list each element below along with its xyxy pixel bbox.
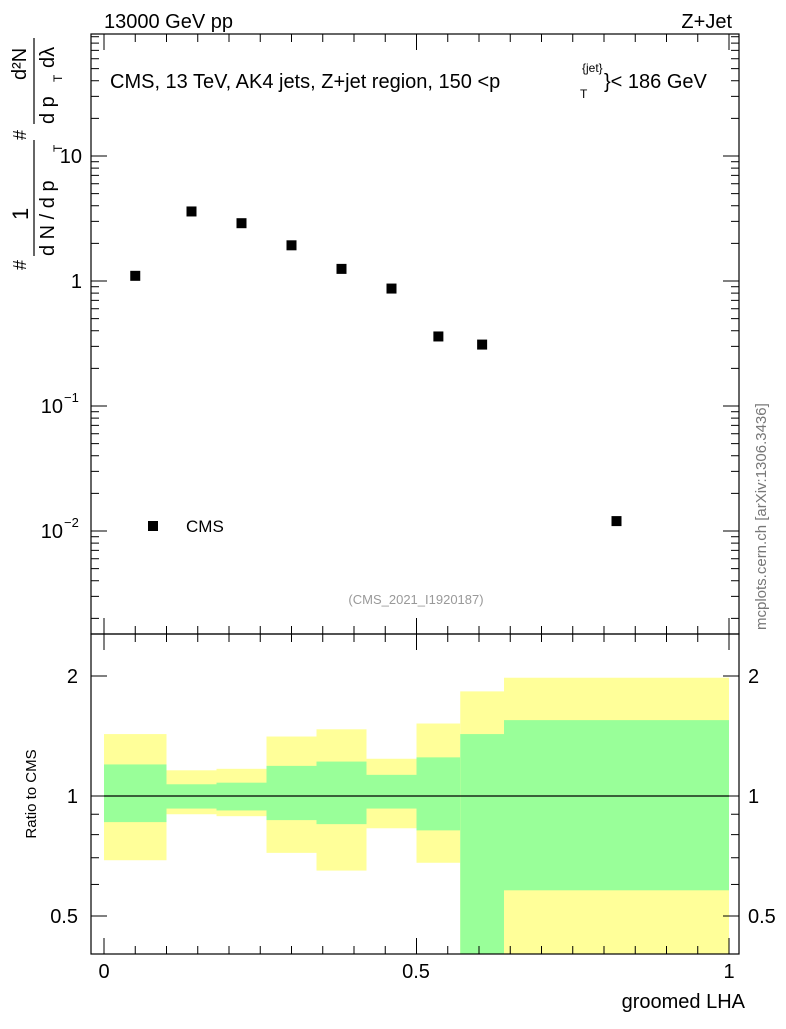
ratio-axis-ticks xyxy=(91,634,739,954)
ratio-ytick-0.5: 0.5 xyxy=(50,906,78,928)
xtick-labels: 0 0.5 1 xyxy=(98,961,734,983)
ylabel-num-hash: # xyxy=(10,130,30,140)
ytick-label-0.1: 10 xyxy=(41,396,63,418)
ytick-label-0.01: 10 xyxy=(41,521,63,543)
ratio-ytick-right-1: 1 xyxy=(748,786,759,808)
side-label: mcplots.cern.ch [arXiv:1306.3436] xyxy=(753,403,770,630)
ylabel-den2-lambda: dλ xyxy=(37,47,59,68)
cms-data-markers xyxy=(130,206,622,527)
title-p: p xyxy=(489,71,500,93)
x-axis-label: groomed LHA xyxy=(622,991,746,1013)
data-point-6 xyxy=(433,331,444,342)
data-point-2 xyxy=(236,218,247,229)
ylabel-den2-sub: T xyxy=(51,74,65,82)
inner-band-bin-3 xyxy=(266,765,317,821)
data-point-4 xyxy=(336,263,347,274)
data-point-3 xyxy=(286,240,297,251)
ylabel-denominator: d N / d p xyxy=(37,180,59,256)
title-T-sub: T xyxy=(580,87,588,101)
main-axis-ticks xyxy=(91,34,739,634)
data-point-8 xyxy=(611,516,622,527)
main-ytick-labels: 10 1 10 −1 10 −2 xyxy=(41,146,82,543)
data-point-5 xyxy=(386,283,397,294)
ylabel-one: 1 xyxy=(8,208,33,220)
title-prefix: CMS, 13 TeV, AK4 jets, Z+jet region, 150… xyxy=(110,71,489,93)
ratio-ytick-right-0.5: 0.5 xyxy=(748,906,776,928)
ratio-ytick-2: 2 xyxy=(67,666,78,688)
main-ylabel: # 1 d N / d p T # d²N d p T dλ xyxy=(8,38,65,270)
ylabel-denominator-sub: T xyxy=(51,144,65,152)
inner-band-bin-0 xyxy=(104,764,167,823)
ratio-ytick-labels: 2 1 0.5 2 1 0.5 xyxy=(50,666,776,928)
ratio-ylabel: Ratio to CMS xyxy=(23,749,40,838)
inner-band-bin-5 xyxy=(366,774,417,809)
header-process: Z+Jet xyxy=(681,11,732,33)
inner-band-bin-4 xyxy=(316,761,367,825)
analysis-watermark: (CMS_2021_I1920187) xyxy=(348,592,483,607)
ytick-label-10: 10 xyxy=(60,146,82,168)
title-suffix: }< 186 GeV xyxy=(604,71,708,93)
legend-label: CMS xyxy=(186,517,224,536)
ytick-label-1: 1 xyxy=(71,271,82,293)
xtick-label-0.5: 0.5 xyxy=(402,961,430,983)
title-jet-sup: {jet} xyxy=(582,61,603,75)
ratio-panel-frame xyxy=(90,633,740,955)
data-point-0 xyxy=(130,270,141,281)
legend-marker xyxy=(148,521,158,531)
ylabel-num2: d²N xyxy=(9,48,31,80)
xtick-label-1: 1 xyxy=(723,961,734,983)
ylabel-den2: d p xyxy=(37,96,59,124)
ratio-ytick-1: 1 xyxy=(67,786,78,808)
ytick-exp-0.01: −2 xyxy=(64,515,79,530)
inner-band-bin-6 xyxy=(416,757,461,831)
inner-band-bin-8 xyxy=(504,720,729,891)
ylabel-hash: # xyxy=(10,260,30,270)
ratio-ytick-right-2: 2 xyxy=(748,666,759,688)
xtick-label-0: 0 xyxy=(98,961,109,983)
data-point-7 xyxy=(477,339,488,350)
inner-band-bin-7 xyxy=(460,734,504,954)
ratio-uncertainty-bands xyxy=(104,677,729,954)
main-title: CMS, 13 TeV, AK4 jets, Z+jet region, 150… xyxy=(110,71,500,93)
main-panel-frame xyxy=(90,33,740,635)
data-point-1 xyxy=(186,206,197,217)
ytick-exp-0.1: −1 xyxy=(64,390,79,405)
header-energy: 13000 GeV pp xyxy=(104,11,233,33)
